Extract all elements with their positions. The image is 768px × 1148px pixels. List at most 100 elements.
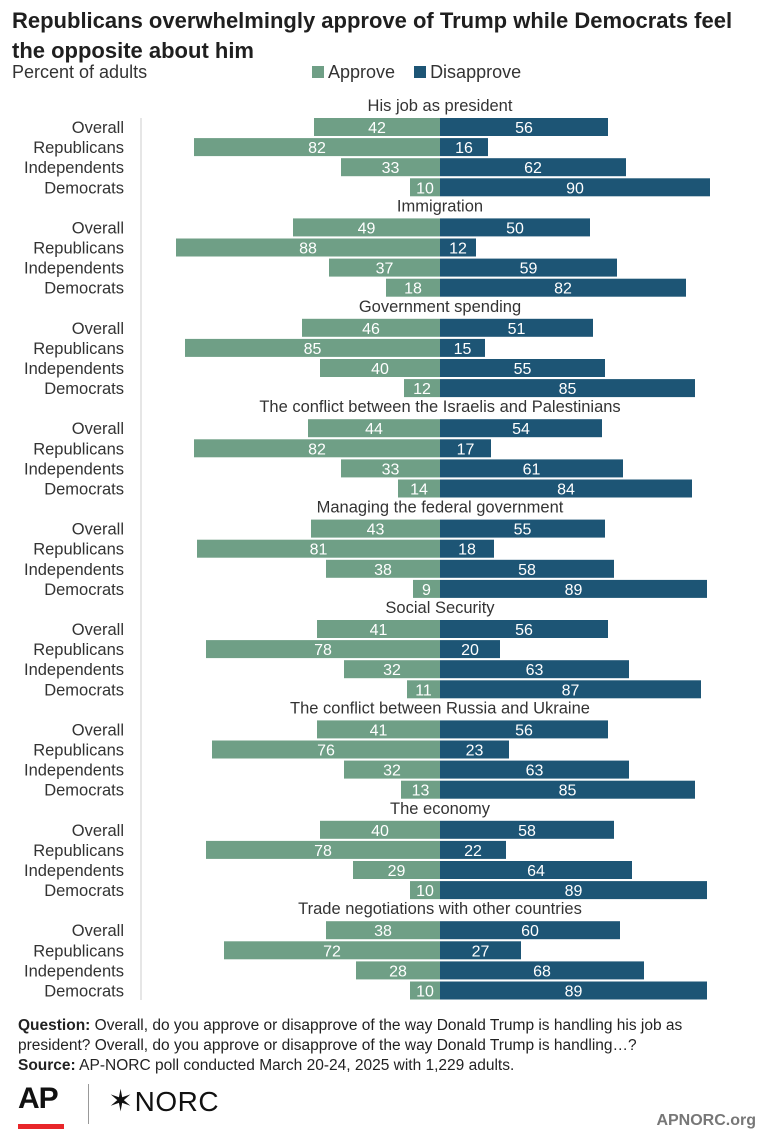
approve-value-label: 28: [389, 963, 407, 980]
approve-bar: [224, 941, 440, 960]
approve-value-label: 85: [304, 341, 322, 358]
row-label: Independents: [24, 762, 124, 780]
disapprove-bar: [440, 419, 602, 438]
disapprove-bar: [440, 318, 593, 337]
disapprove-bar: [440, 820, 614, 839]
disapprove-value-label: 62: [524, 160, 542, 177]
disapprove-bar: [440, 941, 521, 960]
approve-value-label: 41: [370, 722, 388, 739]
approve-bar: [386, 278, 440, 297]
row-label: Republicans: [33, 139, 124, 157]
approve-bar: [320, 820, 440, 839]
row-label: Democrats: [44, 179, 124, 197]
approve-bar: [293, 218, 440, 237]
approve-bar: [353, 861, 440, 879]
row-label: Overall: [72, 822, 124, 840]
group-title: His job as president: [368, 97, 513, 115]
approve-bar: [329, 258, 440, 277]
row-label: Republicans: [33, 541, 124, 559]
row-label: Democrats: [44, 983, 124, 1001]
disapprove-bar: [440, 459, 623, 478]
approve-bar: [194, 439, 440, 458]
disapprove-bar: [440, 479, 692, 498]
row-label: Independents: [24, 360, 124, 378]
disapprove-value-label: 56: [515, 722, 533, 739]
disapprove-bar: [440, 338, 485, 357]
disapprove-value-label: 15: [454, 341, 472, 358]
disapprove-bar: [440, 620, 608, 638]
approve-value-label: 46: [362, 321, 380, 338]
chart-subtitle: Percent of adults: [12, 62, 148, 82]
group-title: Managing the federal government: [317, 499, 564, 517]
approve-bar: [317, 620, 440, 638]
group-title: Immigration: [397, 197, 483, 215]
row-label: Overall: [72, 420, 124, 438]
approve-value-label: 49: [358, 220, 376, 237]
disapprove-value-label: 60: [521, 923, 539, 940]
disapprove-bar: [440, 359, 605, 377]
disapprove-bar: [440, 158, 626, 177]
disapprove-value-label: 12: [449, 241, 467, 258]
disapprove-bar: [440, 840, 506, 859]
approve-value-label: 18: [404, 281, 422, 298]
chart-footer: Question: Overall, do you approve or dis…: [18, 1016, 758, 1076]
approve-value-label: 12: [413, 381, 431, 398]
disapprove-value-label: 55: [514, 361, 532, 378]
disapprove-bar: [440, 519, 605, 538]
row-label: Democrats: [44, 280, 124, 298]
approve-bar: [314, 118, 440, 136]
approve-value-label: 78: [314, 642, 332, 659]
approve-value-label: 33: [382, 160, 400, 177]
row-label: Independents: [24, 561, 124, 579]
disapprove-value-label: 89: [565, 984, 583, 1001]
disapprove-value-label: 63: [526, 662, 544, 679]
row-label: Independents: [24, 159, 124, 177]
approve-value-label: 11: [415, 682, 432, 699]
approve-bar: [206, 640, 440, 659]
disapprove-value-label: 17: [457, 441, 475, 458]
ap-logo: AP: [18, 1082, 59, 1115]
question-note: Question: Overall, do you approve or dis…: [18, 1016, 758, 1056]
disapprove-bar: [440, 178, 710, 197]
approve-value-label: 43: [367, 522, 385, 539]
disapprove-bar: [440, 780, 695, 799]
disapprove-value-label: 54: [512, 421, 530, 438]
row-label: Republicans: [33, 842, 124, 860]
norc-star-icon: ✶: [108, 1085, 134, 1118]
legend-item-approve: Approve: [312, 62, 395, 83]
row-label: Overall: [72, 721, 124, 739]
row-label: Republicans: [33, 942, 124, 960]
group-title: The conflict between Russia and Ukraine: [290, 699, 590, 717]
disapprove-value-label: 68: [533, 963, 551, 980]
source-text: AP-NORC poll conducted March 20-24, 2025…: [79, 1057, 515, 1074]
legend-label-disapprove: Disapprove: [430, 62, 522, 82]
approve-bar: [401, 780, 440, 799]
disapprove-bar: [440, 218, 590, 237]
disapprove-value-label: 82: [554, 281, 572, 298]
logo-divider: [88, 1084, 89, 1124]
row-label: Democrats: [44, 882, 124, 900]
diverging-bar-chart: His job as president Overall 42 56 Republica…: [24, 97, 710, 1001]
disapprove-value-label: 58: [518, 562, 536, 579]
logo-bar: AP ✶NORC APNORC.org: [18, 1082, 758, 1132]
approve-bar: [212, 740, 440, 759]
disapprove-value-label: 85: [559, 381, 577, 398]
approve-value-label: 44: [365, 421, 383, 438]
legend-label-approve: Approve: [328, 62, 396, 82]
chart-legend: Approve Disapprove: [312, 62, 535, 83]
group-title: Social Security: [385, 599, 495, 617]
approve-value-label: 37: [376, 261, 394, 278]
disapprove-bar: [440, 539, 494, 558]
approve-value-label: 38: [374, 923, 392, 940]
row-label: Democrats: [44, 481, 124, 499]
approve-bar: [185, 338, 440, 357]
disapprove-bar: [440, 118, 608, 136]
disapprove-value-label: 51: [508, 321, 526, 338]
approve-value-label: 38: [374, 562, 392, 579]
row-label: Democrats: [44, 782, 124, 800]
approve-bar: [407, 680, 440, 699]
row-label: Democrats: [44, 380, 124, 398]
approve-bar: [410, 981, 440, 1000]
approve-bar: [302, 318, 440, 337]
approve-value-label: 82: [308, 441, 326, 458]
